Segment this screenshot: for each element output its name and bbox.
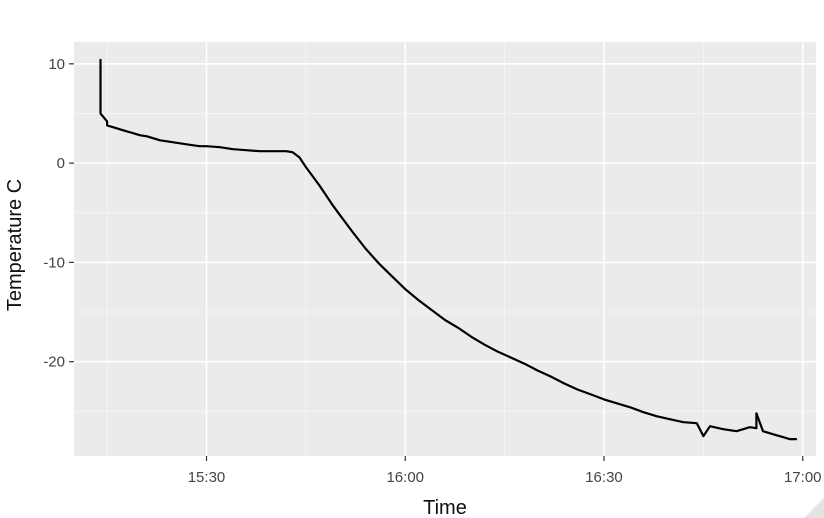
x-tick-label: 17:00 — [784, 469, 822, 486]
plot-panel — [74, 42, 816, 456]
x-axis: 15:30 16:00 16:30 17:00 — [188, 456, 822, 486]
x-tick-label: 16:00 — [386, 469, 424, 486]
minor-gridlines — [74, 42, 816, 456]
x-axis-title: Time — [423, 497, 467, 518]
y-tick-label: 0 — [57, 155, 65, 172]
y-tick-label: 10 — [48, 56, 65, 73]
y-axis-title: Temperature C — [4, 179, 26, 311]
series-layer — [99, 58, 798, 441]
major-gridlines — [74, 42, 816, 456]
x-tick-label: 15:30 — [188, 469, 226, 486]
y-tick-label: -20 — [43, 354, 65, 371]
y-axis: 10 0 -10 -20 — [43, 56, 74, 371]
resize-handle-icon[interactable] — [804, 498, 824, 518]
x-tick-label: 16:30 — [585, 469, 623, 486]
y-tick-label: -10 — [43, 254, 65, 271]
series-line — [99, 58, 798, 441]
